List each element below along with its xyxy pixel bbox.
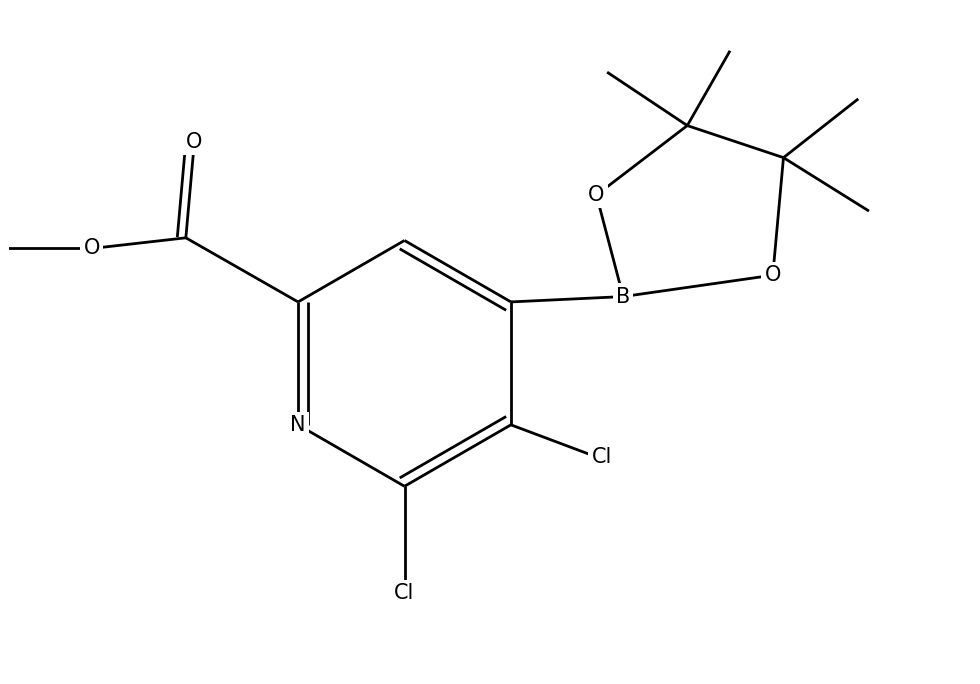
Text: Cl: Cl <box>394 583 415 603</box>
Text: Cl: Cl <box>592 447 612 467</box>
Text: O: O <box>764 265 781 285</box>
Text: O: O <box>588 185 605 205</box>
Text: O: O <box>83 239 100 259</box>
Text: N: N <box>290 415 306 435</box>
Text: B: B <box>616 287 630 306</box>
Text: O: O <box>186 131 203 152</box>
